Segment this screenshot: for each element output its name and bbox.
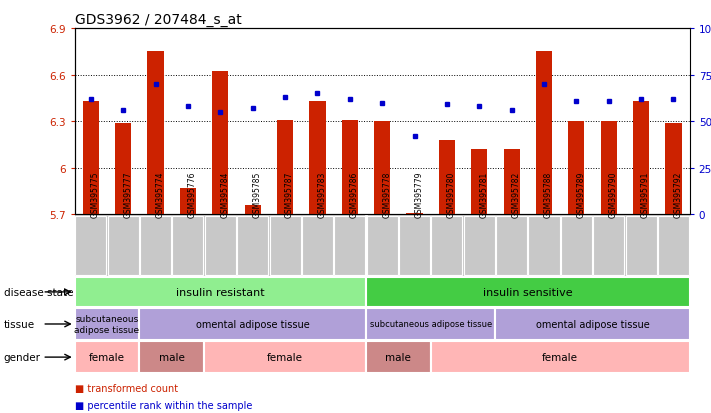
FancyBboxPatch shape bbox=[334, 216, 365, 275]
Text: gender: gender bbox=[4, 352, 41, 362]
Text: GSM395782: GSM395782 bbox=[512, 172, 520, 218]
FancyBboxPatch shape bbox=[528, 216, 560, 275]
Bar bbox=[407, 213, 422, 215]
FancyBboxPatch shape bbox=[496, 309, 690, 340]
Bar bbox=[277, 120, 293, 215]
Text: female: female bbox=[89, 352, 125, 362]
Text: disease state: disease state bbox=[4, 287, 73, 297]
Bar bbox=[536, 52, 552, 215]
FancyBboxPatch shape bbox=[366, 309, 496, 340]
Text: GSM395781: GSM395781 bbox=[479, 172, 488, 218]
FancyBboxPatch shape bbox=[139, 342, 204, 373]
Text: GDS3962 / 207484_s_at: GDS3962 / 207484_s_at bbox=[75, 12, 242, 26]
FancyBboxPatch shape bbox=[367, 216, 397, 275]
FancyBboxPatch shape bbox=[302, 216, 333, 275]
Bar bbox=[82, 102, 99, 215]
Text: GSM395779: GSM395779 bbox=[415, 171, 424, 218]
FancyBboxPatch shape bbox=[366, 278, 690, 307]
Bar bbox=[471, 150, 487, 215]
Text: omental adipose tissue: omental adipose tissue bbox=[196, 319, 309, 329]
Bar bbox=[245, 206, 261, 215]
Bar bbox=[180, 188, 196, 215]
Bar bbox=[374, 122, 390, 215]
FancyBboxPatch shape bbox=[237, 216, 268, 275]
Bar bbox=[309, 102, 326, 215]
Text: GSM395787: GSM395787 bbox=[285, 171, 294, 218]
FancyBboxPatch shape bbox=[658, 216, 689, 275]
Bar bbox=[115, 123, 132, 215]
Text: female: female bbox=[267, 352, 303, 362]
Text: GSM395780: GSM395780 bbox=[447, 171, 456, 218]
FancyBboxPatch shape bbox=[140, 216, 171, 275]
Bar bbox=[568, 122, 584, 215]
FancyBboxPatch shape bbox=[399, 216, 430, 275]
Text: GSM395783: GSM395783 bbox=[317, 171, 326, 218]
Text: GSM395790: GSM395790 bbox=[609, 171, 618, 218]
Text: omental adipose tissue: omental adipose tissue bbox=[535, 319, 649, 329]
Text: GSM395789: GSM395789 bbox=[577, 171, 585, 218]
FancyBboxPatch shape bbox=[107, 216, 139, 275]
Text: ■ percentile rank within the sample: ■ percentile rank within the sample bbox=[75, 400, 252, 410]
FancyBboxPatch shape bbox=[75, 342, 139, 373]
Text: tissue: tissue bbox=[4, 319, 35, 329]
Bar bbox=[503, 150, 520, 215]
Text: GSM395788: GSM395788 bbox=[544, 172, 553, 218]
FancyBboxPatch shape bbox=[432, 216, 462, 275]
Text: GSM395791: GSM395791 bbox=[641, 171, 650, 218]
Text: insulin sensitive: insulin sensitive bbox=[483, 287, 572, 297]
Bar bbox=[439, 140, 455, 215]
Bar bbox=[665, 123, 682, 215]
Text: GSM395778: GSM395778 bbox=[383, 171, 391, 218]
Text: ■ transformed count: ■ transformed count bbox=[75, 383, 178, 393]
FancyBboxPatch shape bbox=[269, 216, 301, 275]
FancyBboxPatch shape bbox=[464, 216, 495, 275]
Text: GSM395777: GSM395777 bbox=[123, 171, 132, 218]
Bar bbox=[633, 102, 649, 215]
Text: GSM395784: GSM395784 bbox=[220, 171, 230, 218]
Text: GSM395776: GSM395776 bbox=[188, 171, 197, 218]
FancyBboxPatch shape bbox=[205, 216, 236, 275]
Text: subcutaneous
adipose tissue: subcutaneous adipose tissue bbox=[75, 315, 139, 334]
FancyBboxPatch shape bbox=[593, 216, 624, 275]
FancyBboxPatch shape bbox=[626, 216, 657, 275]
FancyBboxPatch shape bbox=[139, 309, 366, 340]
FancyBboxPatch shape bbox=[561, 216, 592, 275]
Bar bbox=[212, 72, 228, 215]
Text: male: male bbox=[159, 352, 185, 362]
Bar bbox=[342, 120, 358, 215]
Bar bbox=[147, 52, 164, 215]
FancyBboxPatch shape bbox=[366, 342, 431, 373]
Text: GSM395775: GSM395775 bbox=[91, 171, 100, 218]
Text: male: male bbox=[385, 352, 411, 362]
FancyBboxPatch shape bbox=[431, 342, 690, 373]
FancyBboxPatch shape bbox=[204, 342, 366, 373]
Text: GSM395785: GSM395785 bbox=[252, 171, 262, 218]
FancyBboxPatch shape bbox=[172, 216, 203, 275]
FancyBboxPatch shape bbox=[496, 216, 527, 275]
FancyBboxPatch shape bbox=[75, 309, 139, 340]
Text: GSM395786: GSM395786 bbox=[350, 171, 359, 218]
Bar bbox=[601, 122, 617, 215]
FancyBboxPatch shape bbox=[75, 216, 107, 275]
FancyBboxPatch shape bbox=[75, 278, 366, 307]
Text: insulin resistant: insulin resistant bbox=[176, 287, 264, 297]
Text: subcutaneous adipose tissue: subcutaneous adipose tissue bbox=[370, 320, 492, 329]
Text: GSM395774: GSM395774 bbox=[156, 171, 164, 218]
Text: female: female bbox=[542, 352, 578, 362]
Text: GSM395792: GSM395792 bbox=[673, 171, 683, 218]
